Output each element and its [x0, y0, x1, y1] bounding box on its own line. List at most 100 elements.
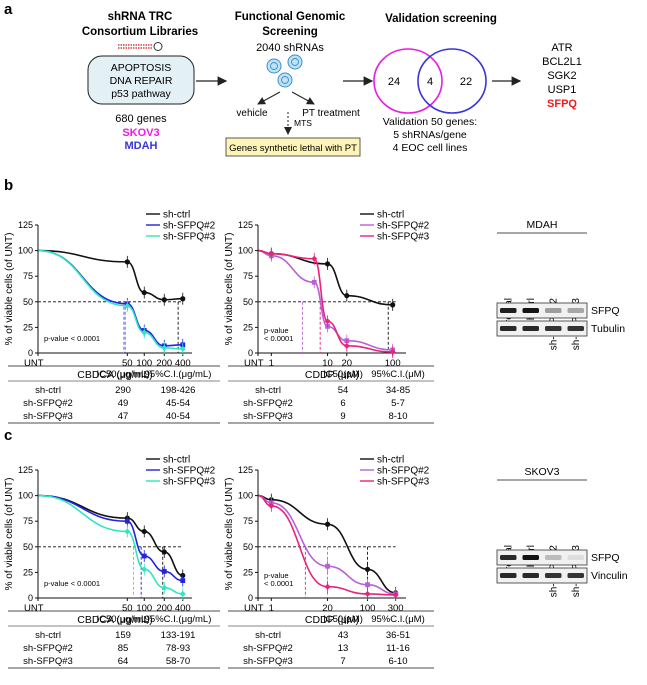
- table-row-label: sh-ctrl: [35, 630, 61, 641]
- blot-strip: [496, 302, 588, 319]
- y-axis-title: % of viable cells (of UNT): [224, 478, 235, 591]
- legend-label-sh-ctrl: sh-ctrl: [377, 455, 404, 466]
- arrow-to-vehicle: [257, 91, 281, 105]
- blot-MDAH: MDAHparentalsh-ctrlsh-SFPQ#2sh-SFPQ#3SFP…: [496, 219, 625, 350]
- table-header: IC50(μM): [323, 369, 363, 380]
- data-point-sh-ctrl: [390, 302, 396, 308]
- table-row-label: sh-SFPQ#3: [243, 656, 293, 667]
- hit-usp1: USP1: [548, 84, 577, 96]
- y-axis-title: % of viable cells (of UNT): [4, 478, 15, 591]
- ic50-table: IC50(μg/mL)95%C.I.(μg/mL) sh-ctrl 159 133-1…: [8, 610, 220, 669]
- data-point-sh-SFPQ#3: [343, 342, 350, 349]
- y-tick-label: 125: [18, 220, 33, 230]
- table-cell: 78-93: [166, 643, 190, 654]
- series-curve-sh-SFPQ#2: [37, 494, 183, 582]
- validation-line1: Validation 50 genes:: [383, 116, 477, 128]
- cell-line-mdah: MDAH: [125, 140, 158, 152]
- table-header: 95%C.I.(μM): [371, 614, 425, 625]
- p-value-annotation: < 0.0001: [264, 334, 293, 343]
- y-tick-label: 100: [18, 491, 33, 501]
- blot-SKOV3: SKOV3parentalsh-ctrlsh-SFPQ#2sh-SFPQ#3SF…: [496, 466, 628, 597]
- table-cell: 49: [118, 398, 129, 409]
- venn-right-count: 22: [460, 76, 472, 88]
- blot-band: [522, 308, 539, 313]
- table-cell: 36-51: [386, 630, 410, 641]
- legend-label-sh-ctrl: sh-ctrl: [377, 210, 404, 221]
- validation-line3: 4 EOC cell lines: [393, 142, 468, 154]
- series-curve-sh-SFPQ#3: [257, 494, 396, 596]
- table-cell: 54: [338, 385, 349, 396]
- synthetic-lethal-label: Genes synthetic lethal with PT: [229, 143, 357, 154]
- table-header: 95%C.I.(μM): [371, 369, 425, 380]
- y-tick-label: 50: [23, 297, 33, 307]
- blot-strip: [496, 320, 588, 337]
- pt-treatment-label: PT treatment: [302, 108, 360, 119]
- vehicle-label: vehicle: [236, 108, 268, 119]
- table-cell: 7: [340, 656, 345, 667]
- table-row-label: sh-ctrl: [255, 385, 281, 396]
- data-point-sh-SFPQ#3: [392, 591, 399, 598]
- library-title-line2: Consortium Libraries: [82, 26, 198, 38]
- blot-band: [500, 555, 517, 560]
- table-header: 95%C.I.(μg/mL): [145, 614, 212, 625]
- p-value-annotation: p-value < 0.0001: [44, 579, 100, 588]
- x-tick-label: 200: [156, 603, 172, 614]
- y-tick-label: 75: [23, 271, 33, 281]
- y-tick-label: 100: [238, 491, 253, 501]
- y-tick-label: 25: [243, 322, 253, 332]
- data-point-sh-SFPQ#3: [161, 584, 168, 591]
- hit-sgk2: SGK2: [547, 70, 576, 82]
- y-axis-title: % of viable cells (of UNT): [4, 233, 15, 346]
- table-cell: 6: [340, 398, 345, 409]
- panel-label-c: c: [4, 427, 12, 444]
- blot-band: [545, 308, 562, 313]
- legend-label-sh-ctrl: sh-ctrl: [163, 455, 190, 466]
- data-point-sh-SFPQ#3: [389, 348, 396, 355]
- x-tick-label: 100: [136, 358, 152, 369]
- x-tick-label: 300: [388, 603, 404, 614]
- blot-band-label: Tubulin: [591, 323, 625, 335]
- x-tick-label: UNT: [244, 358, 264, 369]
- hit-bcl2l1: BCL2L1: [542, 56, 582, 68]
- x-tick-label: 10: [322, 358, 333, 369]
- y-tick-label: 125: [18, 465, 33, 475]
- data-point-sh-ctrl: [141, 289, 147, 296]
- ic50-table: IC50(μM) 95%C.I.(μM) sh-ctrl 43 36-51 sh-SFPQ…: [228, 610, 434, 669]
- table-row-label: sh-SFPQ#2: [243, 643, 293, 654]
- table-cell: 6-10: [388, 656, 407, 667]
- x-axis-title: CBDCA (μg/mL): [77, 614, 152, 626]
- x-tick-label: 20: [322, 603, 333, 614]
- y-tick-label: 25: [23, 567, 33, 577]
- table-row-label: sh-SFPQ#3: [243, 411, 293, 422]
- p-value-annotation: p-value < 0.0001: [44, 334, 100, 343]
- x-axis-title: CDDP (μM): [305, 614, 359, 626]
- panel-label-b: b: [4, 177, 13, 194]
- table-cell: 47: [118, 411, 129, 422]
- legend-label-sh-SFPQ#3: sh-SFPQ#3: [163, 232, 216, 243]
- p-value-annotation: < 0.0001: [264, 579, 293, 588]
- blot-band: [522, 555, 539, 560]
- y-tick-label: 50: [243, 297, 253, 307]
- table-header: IC50(μg/mL): [97, 614, 150, 625]
- data-point-sh-SFPQ#3: [364, 590, 371, 597]
- screening-title-line1: Functional Genomic: [235, 11, 346, 23]
- blot-band-label: SFPQ: [591, 305, 620, 317]
- table-cell: 133-191: [161, 630, 196, 641]
- blot-band: [522, 326, 539, 331]
- blot-title: SKOV3: [524, 466, 559, 478]
- data-point-sh-SFPQ#3: [124, 302, 131, 309]
- y-tick-label: 50: [23, 542, 33, 552]
- venn-middle-count: 4: [427, 76, 433, 88]
- x-tick-label: 200: [156, 358, 172, 369]
- table-cell: 40-54: [166, 411, 190, 422]
- table-cell: 34-85: [386, 385, 410, 396]
- data-point-sh-ctrl: [180, 296, 186, 302]
- blot-band: [545, 573, 562, 578]
- library-pathway-box: [87, 55, 195, 105]
- library-dna-repair: DNA REPAIR: [110, 75, 173, 87]
- venn-circle-skov3: [373, 48, 443, 114]
- validation-line2: 5 shRNAs/gene: [393, 129, 467, 141]
- chart-b-cddp: 0 25 50 75 100 125 UNT 1 10 20 100 CDDP (μM) % of vi…: [224, 210, 434, 424]
